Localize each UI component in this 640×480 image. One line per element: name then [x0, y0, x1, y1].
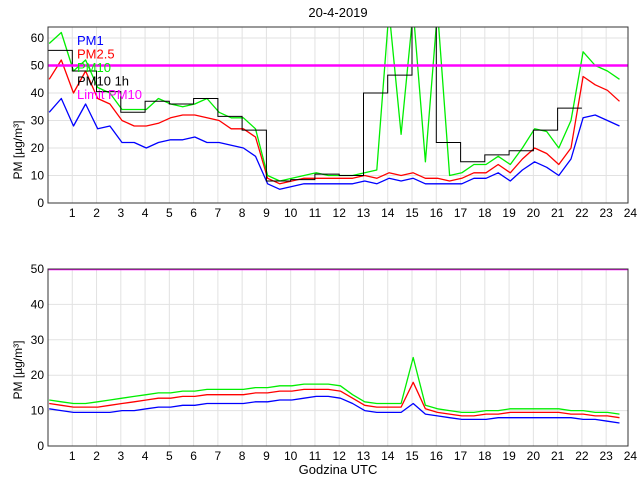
legend-entry: Limit PM10	[77, 87, 142, 102]
y-tick-label: 20	[31, 141, 45, 155]
x-tick-label: 17	[454, 449, 468, 463]
x-tick-label: 15	[405, 206, 419, 220]
x-tick-label: 5	[166, 449, 173, 463]
series-pm1-line	[48, 97, 620, 190]
x-tick-label: 12	[333, 449, 347, 463]
series-pm2-5-line	[48, 59, 620, 185]
x-tick-label: 14	[381, 449, 395, 463]
y-tick-label: 40	[31, 86, 45, 100]
y-axis-label-bottom: PM [µg/m³]	[11, 341, 25, 400]
legend-entry: PM2.5	[77, 47, 115, 62]
x-tick-label: 12	[333, 206, 347, 220]
x-axis-label: Godzina UTC	[299, 462, 378, 477]
series-pm10-1h-line	[48, 27, 582, 182]
x-tick-label: 16	[430, 449, 444, 463]
chart-title: 20-4-2019	[308, 5, 367, 20]
x-tick-label: 21	[551, 449, 565, 463]
x-tick-label: 24	[624, 206, 638, 220]
x-tick-label: 6	[190, 206, 197, 220]
x-tick-label: 8	[239, 449, 246, 463]
x-tick-label: 14	[381, 206, 395, 220]
x-tick-label: 4	[142, 206, 149, 220]
y-tick-label: 30	[31, 114, 45, 128]
x-tick-label: 3	[117, 449, 124, 463]
x-tick-label: 17	[454, 206, 468, 220]
x-tick-label: 10	[284, 449, 298, 463]
x-tick-label: 19	[502, 206, 516, 220]
plot-bottom: 1 2 3 4 5 6 7 8 9 10 11 12 13 14 15 16 17 18 19 20 21 22 23 240…	[31, 262, 638, 463]
axes-frame	[47, 26, 629, 204]
legend-entry: PM10	[77, 60, 111, 75]
y-tick-label: 40	[31, 297, 45, 311]
x-tick-label: 9	[263, 449, 270, 463]
y-tick-label: 30	[31, 333, 45, 347]
series-pm10-line	[49, 356, 620, 415]
y-tick-label: 50	[31, 262, 45, 276]
x-tick-label: 18	[478, 449, 492, 463]
y-tick-label: 10	[31, 404, 45, 418]
x-tick-label: 2	[93, 449, 100, 463]
y-tick-label: 0	[37, 196, 44, 210]
y-tick-label: 0	[37, 439, 44, 453]
x-tick-label: 4	[142, 449, 149, 463]
y-axis-label-top: PM [µg/m³]	[11, 121, 25, 180]
axes-frame	[47, 268, 629, 447]
x-tick-label: 11	[309, 206, 322, 220]
x-tick-label: 18	[478, 206, 492, 220]
y-tick-label: 10	[31, 169, 45, 183]
x-tick-label: 7	[215, 206, 222, 220]
x-tick-label: 7	[215, 449, 222, 463]
x-tick-label: 23	[599, 449, 613, 463]
x-tick-label: 10	[284, 206, 298, 220]
x-tick-label: 5	[166, 206, 173, 220]
x-tick-label: 20	[527, 449, 541, 463]
x-tick-label: 3	[117, 206, 124, 220]
x-tick-label: 11	[309, 449, 322, 463]
x-tick-label: 22	[575, 449, 589, 463]
x-tick-label: 2	[93, 206, 100, 220]
x-tick-label: 13	[357, 206, 371, 220]
series-pm10-line	[48, 27, 620, 182]
x-tick-label: 13	[357, 449, 371, 463]
series-pm1-line	[49, 395, 620, 424]
x-tick-label: 1	[69, 449, 76, 463]
x-tick-label: 6	[190, 449, 197, 463]
legend-entry: PM1	[77, 33, 104, 48]
x-tick-label: 20	[527, 206, 541, 220]
x-tick-label: 1	[69, 206, 76, 220]
x-tick-label: 19	[502, 449, 516, 463]
y-tick-label: 60	[31, 31, 45, 45]
x-tick-label: 21	[551, 206, 565, 220]
x-tick-label: 15	[405, 449, 419, 463]
x-tick-label: 16	[430, 206, 444, 220]
x-tick-label: 9	[263, 206, 270, 220]
y-tick-label: 50	[31, 59, 45, 73]
y-tick-label: 20	[31, 368, 45, 382]
x-tick-label: 23	[599, 206, 613, 220]
legend-entry: PM10 1h	[77, 74, 129, 89]
x-tick-label: 24	[624, 449, 638, 463]
plot-top: 1 2 3 4 5 6 7 8 9 10 11 12 13 14 15 16 17 18 19 20 21 22 23 240…	[31, 26, 638, 220]
x-tick-label: 8	[239, 206, 246, 220]
x-tick-label: 22	[575, 206, 589, 220]
series-pm2-5-line	[49, 381, 620, 419]
series-group	[48, 269, 628, 424]
series-group	[48, 27, 628, 190]
